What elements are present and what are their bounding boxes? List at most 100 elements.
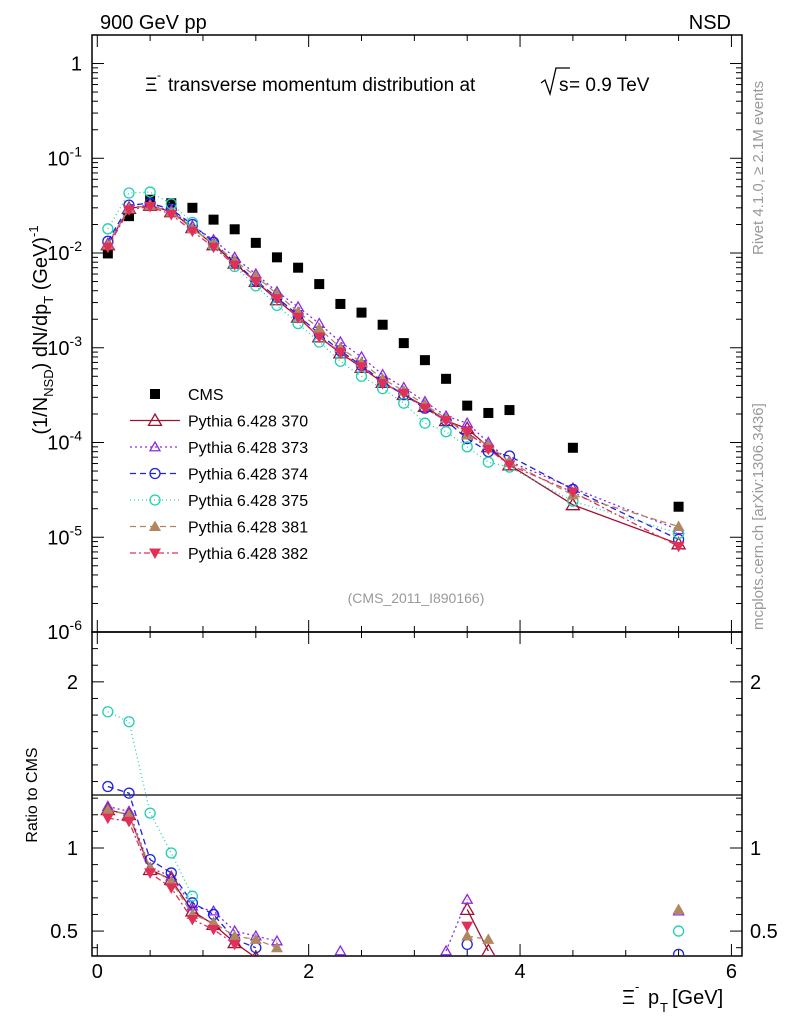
ratio-panel-frame <box>91 631 743 957</box>
data-point-series-5 <box>101 242 114 254</box>
svg-text:(1/NNSD) dN/dpT (GeV)-1: (1/NNSD) dN/dpT (GeV)-1 <box>26 225 56 434</box>
data-point-cms <box>462 400 473 411</box>
data-point-series-5 <box>334 347 347 359</box>
data-point-cms <box>441 373 452 384</box>
data-point-cms <box>356 307 367 318</box>
data-point-cms <box>673 501 684 512</box>
ratio-point-series-1 <box>461 893 474 904</box>
y-tick-label-ratio: 2 <box>67 672 78 694</box>
data-point-series-5 <box>440 416 453 427</box>
data-point-cms <box>419 355 430 366</box>
y-tick-label-ratio-right: 0.5 <box>750 921 778 943</box>
legend-label-5: Pythia 6.428 382 <box>188 546 308 563</box>
legend-label-2: Pythia 6.428 374 <box>188 467 308 484</box>
y-tick-label-ratio: 0.5 <box>50 921 78 943</box>
ratio-point-series-2 <box>186 897 199 909</box>
ratio-point-series-5 <box>122 816 135 828</box>
chart-title: Ξ - transverse momentum distribution at … <box>145 67 650 97</box>
y-axis-label-ratio: Ratio to CMS <box>24 747 41 842</box>
ylabel-mid: ) dN/dp <box>30 304 52 370</box>
y-tick-label-main: 10-1 <box>47 143 82 170</box>
data-point-series-5 <box>249 277 262 288</box>
data-point-series-0 <box>565 496 581 511</box>
data-point-cms <box>102 248 113 259</box>
data-point-series-5 <box>566 487 579 499</box>
data-point-series-3 <box>102 223 114 235</box>
ylabel-pre: (1/N <box>30 397 52 435</box>
data-point-cms <box>335 298 346 309</box>
title-particle-sup: - <box>157 68 161 82</box>
data-point-series-5 <box>503 460 516 471</box>
data-point-cms <box>123 211 134 222</box>
x-tick-label: 6 <box>726 961 737 983</box>
data-point-cms <box>314 279 325 290</box>
ratio-point-series-4 <box>249 933 262 944</box>
ratio-point-series-3 <box>144 807 156 819</box>
legend: CMS Pythia 6.428 370 Pythia 6.428 373 Pythi… <box>130 387 308 563</box>
data-point-series-5 <box>376 378 389 390</box>
ylabel-sub1: NSD <box>41 369 56 396</box>
ratio-point-series-2 <box>123 787 135 799</box>
xlabel-unit: [GeV] <box>672 987 723 1009</box>
data-point-series-5 <box>313 332 326 343</box>
x-tick-label: 2 <box>303 961 314 983</box>
ratio-line-1 <box>107 805 278 942</box>
ratio-point-series-4 <box>165 875 178 886</box>
xlabel-particle: Ξ <box>622 987 635 1009</box>
legend-item-cms: CMS <box>150 387 224 404</box>
title-sqrt-arg: s <box>559 75 569 96</box>
y-tick-label-main: 10-2 <box>47 238 82 265</box>
ratio-point-series-3 <box>165 847 177 859</box>
legend-item-0: Pythia 6.428 370 <box>130 412 308 431</box>
ratio-line-0 <box>466 909 489 952</box>
ratio-point-series-5 <box>207 924 220 936</box>
x-tick-label: 0 <box>92 961 103 983</box>
ratio-point-series-4 <box>122 808 135 820</box>
ratio-point-series-1 <box>439 944 453 956</box>
legend-label-3: Pythia 6.428 375 <box>188 493 308 510</box>
data-point-series-5 <box>461 427 474 438</box>
y-tick-label-ratio-right: 2 <box>750 672 761 694</box>
data-point-series-5 <box>355 362 368 373</box>
data-point-cms <box>271 252 282 263</box>
header-left: 900 GeV pp <box>100 12 207 34</box>
y-tick-label-main: 10-5 <box>47 522 82 549</box>
data-point-series-5 <box>397 388 410 400</box>
legend-marker-cms <box>150 389 160 399</box>
ratio-point-series-3 <box>102 706 114 718</box>
x-tick-label: 4 <box>514 961 525 983</box>
series-line-5 <box>107 205 679 548</box>
legend-label-4: Pythia 6.428 381 <box>188 520 308 537</box>
data-point-cms <box>483 407 494 418</box>
ratio-point-series-2 <box>461 938 473 951</box>
series-line-0 <box>107 204 679 545</box>
legend-marker-4 <box>149 520 161 531</box>
axes: 0 2 4 6 1 10-1 10-2 10-3 10-4 10-5 10-6 0.5 0.5 1 1 2 2 <box>47 34 778 983</box>
y-tick-label-main: 10-4 <box>47 428 82 455</box>
ratio-point-series-2 <box>672 948 685 956</box>
ratio-point-series-4 <box>270 941 283 953</box>
ratio-point-series-3 <box>672 925 685 937</box>
ratio-point-series-4 <box>672 903 685 914</box>
legend-marker-5 <box>149 548 161 559</box>
data-point-series-1 <box>461 416 474 428</box>
legend-marker-1 <box>148 440 162 452</box>
data-point-series-4 <box>313 322 326 333</box>
ratio-point-series-5 <box>461 921 474 933</box>
ratio-point-series-4 <box>482 933 495 944</box>
main-panel-frame <box>91 34 743 633</box>
data-point-cms <box>377 319 388 330</box>
legend-item-5: Pythia 6.428 382 <box>130 546 308 563</box>
series-line-2 <box>107 202 679 540</box>
ratio-point-series-5 <box>144 868 157 879</box>
side-label-bottom: mcplots.cern.ch [arXiv:1306.3436] <box>750 403 767 630</box>
ratio-point-series-1 <box>334 944 347 956</box>
main-plot-area <box>100 186 687 553</box>
xlabel-var-sub: T <box>660 1000 668 1015</box>
ratio-point-series-4 <box>207 916 220 928</box>
legend-marker-0 <box>147 412 163 427</box>
y-tick-label-ratio-right: 1 <box>750 838 761 860</box>
ratio-point-series-5 <box>228 939 241 951</box>
data-point-cms <box>208 214 219 225</box>
